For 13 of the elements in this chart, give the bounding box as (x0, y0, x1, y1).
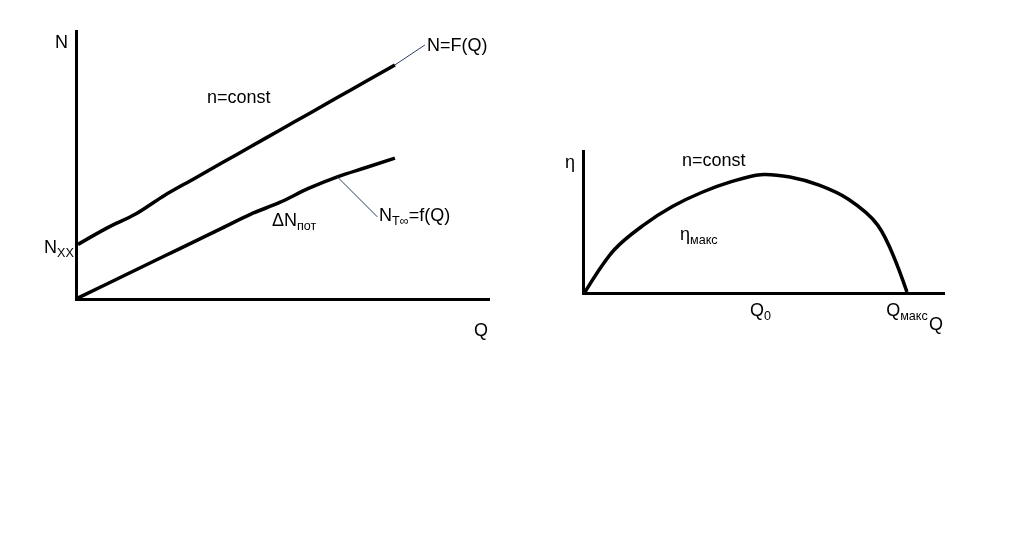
text: N$_{T∞}$=f(Q) (379, 205, 451, 228)
y-axis-title: η (565, 152, 576, 172)
text: n=const (682, 150, 746, 170)
series-label: N=F(Q) (427, 35, 488, 55)
x-axis-title: Q (929, 314, 944, 334)
x-tick-label: Q$_{макс}$ (886, 300, 928, 324)
annotation: n=const (207, 87, 271, 107)
x-axis-title: Q (474, 320, 489, 340)
annotation: ΔN$_{пот}$ (272, 210, 317, 233)
y-axis-title: N (55, 32, 68, 52)
annotation: η$_{макс}$ (680, 224, 718, 247)
x-tick-label: Q$_{0}$ (750, 300, 772, 324)
text: N$_{XX}$ (44, 237, 75, 260)
